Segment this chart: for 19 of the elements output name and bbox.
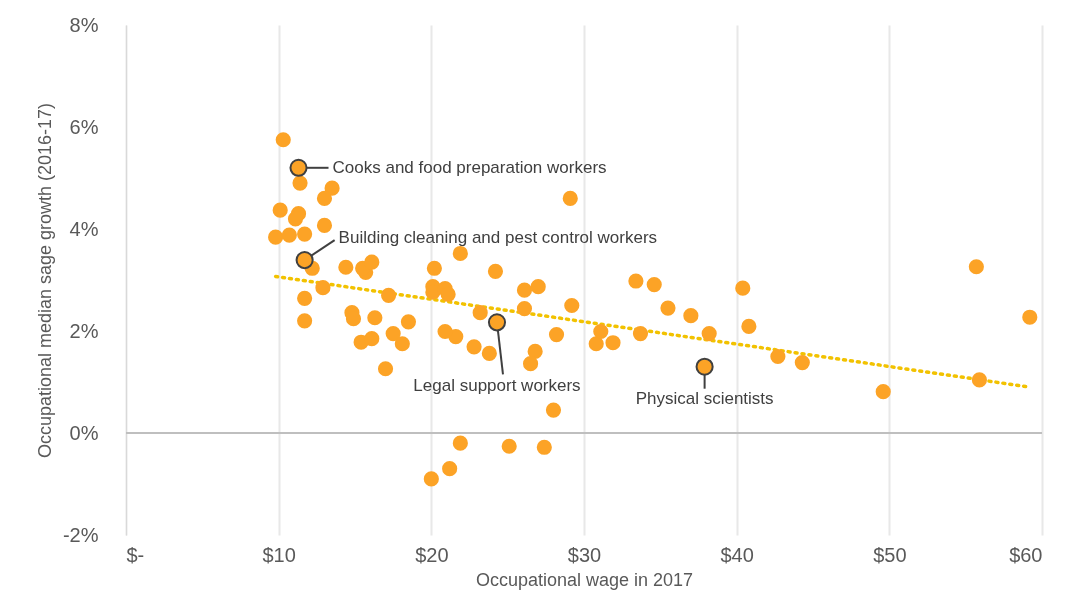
- y-tick-label: 6%: [69, 115, 99, 138]
- x-tick-label: $10: [262, 543, 296, 566]
- y-tick-label: -2%: [62, 523, 99, 546]
- annotation: Cooks and food preparation workers: [332, 157, 607, 177]
- y-axis-title: Occupational median sage growth (2016-17): [34, 102, 55, 459]
- x-tick-label: $60: [1009, 543, 1043, 566]
- y-tick-label: 8%: [69, 13, 99, 36]
- x-axis-title: Occupational wage in 2017: [475, 569, 694, 590]
- annotation: Physical scientists: [635, 388, 774, 408]
- annotation: Building cleaning and pest control workers: [338, 228, 658, 248]
- x-tick-label: $40: [720, 543, 754, 566]
- y-tick-label: 4%: [69, 217, 99, 240]
- x-tick-label: $50: [873, 543, 907, 566]
- annotation: Legal support workers: [413, 376, 581, 396]
- y-tick-label: 2%: [69, 319, 99, 342]
- x-tick-label: $20: [415, 543, 449, 566]
- y-tick-label: 0%: [69, 421, 99, 444]
- x-tick-label: $-: [126, 543, 145, 566]
- x-tick-label: $30: [567, 543, 602, 566]
